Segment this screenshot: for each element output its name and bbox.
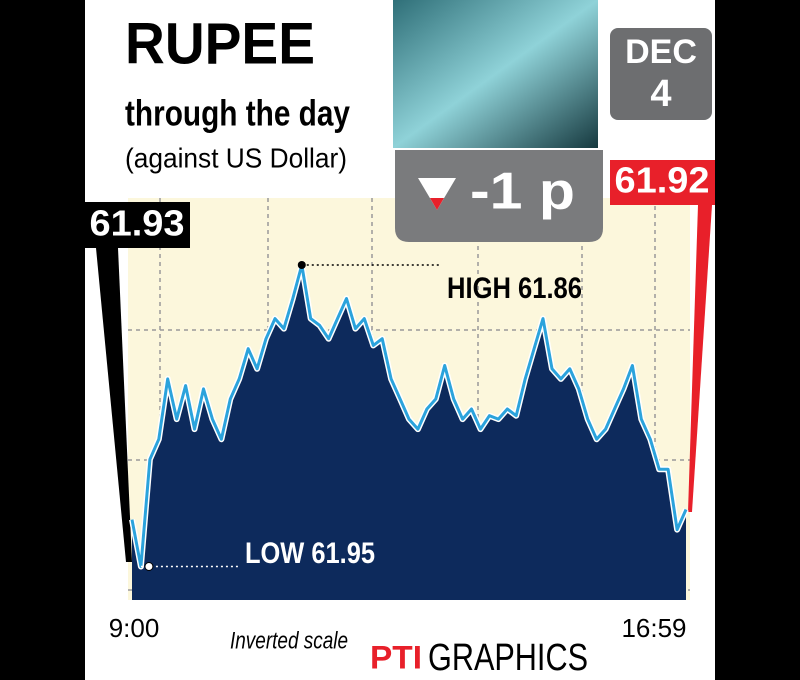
subtitle: through the day (125, 93, 350, 134)
change: -1 p (470, 163, 575, 221)
date-day: 4 (650, 73, 671, 115)
close-box (610, 160, 715, 205)
line (130, 263, 688, 568)
change-box (395, 150, 603, 242)
date-box (610, 28, 712, 120)
close-label: 61.92 (615, 160, 710, 201)
currency-image (393, 0, 598, 148)
subtitle-note: (against US Dollar) (125, 142, 347, 173)
x-tick-label: 16:59 (621, 613, 686, 643)
open-box (85, 202, 190, 248)
source-mark: PTI (370, 639, 422, 675)
x-tick-label: 9:00 (109, 613, 160, 643)
open-label: 61.93 (90, 203, 185, 244)
scale-note: Inverted scale (230, 627, 348, 654)
high-label: HIGH 61.86 (447, 272, 582, 305)
down-arrow (418, 178, 456, 210)
low-marker (144, 562, 154, 571)
date-month: DEC (625, 33, 697, 71)
title: RUPEE (125, 11, 315, 76)
down-arrow-tip (430, 198, 444, 210)
low-label: LOW 61.95 (245, 537, 375, 570)
high-marker (297, 261, 306, 269)
open-pointer (96, 248, 132, 562)
close-pointer (688, 205, 712, 512)
source: GRAPHICS (428, 637, 588, 679)
